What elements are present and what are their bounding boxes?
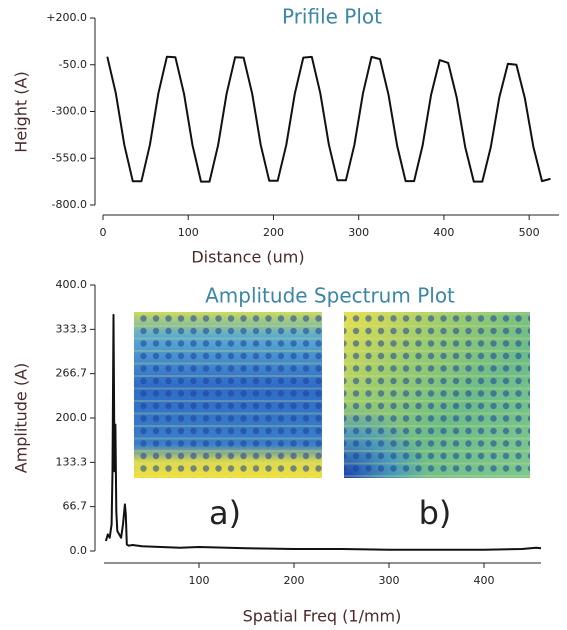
y-tick-label: 400.0	[56, 278, 88, 291]
x-tick-label: 200	[284, 574, 305, 587]
data-line	[106, 55, 551, 183]
x-tick-label: 400	[474, 574, 495, 587]
x-tick-label: 0	[100, 226, 107, 239]
y-tick-label: 66.7	[63, 500, 88, 513]
chart-title: Amplitude Spectrum Plot	[205, 284, 455, 308]
x-tick-label: 300	[379, 574, 400, 587]
y-tick-label: -300.0	[52, 105, 87, 118]
x-tick-label: 200	[263, 226, 284, 239]
y-tick-label: -800.0	[52, 198, 87, 211]
y-tick-label: 333.3	[56, 322, 88, 335]
x-tick-label: 400	[433, 226, 454, 239]
annotation: a)	[209, 494, 241, 532]
y-tick-label: 133.3	[56, 455, 88, 468]
y-tick-label: -50.0	[59, 58, 87, 71]
y-tick-label: -550.0	[52, 151, 87, 164]
y-axis-label: Height (A)	[12, 71, 31, 152]
x-axis-label: Spatial Freq (1/mm)	[243, 607, 402, 626]
x-tick-label: 100	[178, 226, 199, 239]
x-axis-label: Distance (um)	[191, 248, 304, 267]
y-tick-label: 200.0	[56, 411, 88, 424]
chart-title: Prifile Plot	[282, 5, 382, 29]
inset-image-b	[344, 312, 530, 478]
inset-image-a	[134, 312, 322, 478]
y-tick-label: 266.7	[56, 367, 88, 380]
x-tick-label: 500	[519, 226, 540, 239]
x-tick-label: 100	[189, 574, 210, 587]
x-tick-label: 300	[348, 226, 369, 239]
y-tick-label: +200.0	[46, 11, 87, 24]
y-axis-label: Amplitude (A)	[12, 363, 31, 474]
data-line	[104, 313, 542, 551]
annotation: b)	[419, 494, 452, 532]
y-tick-label: 0.0	[70, 544, 88, 557]
